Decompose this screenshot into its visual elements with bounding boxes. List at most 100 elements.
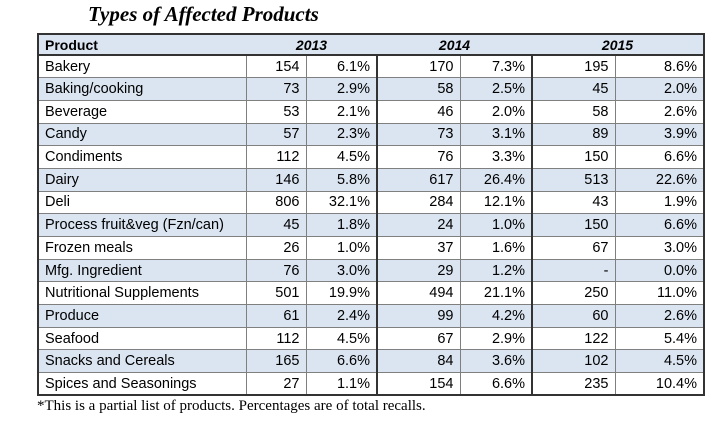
percent-2014-cell: 1.2% — [459, 258, 533, 283]
count-2013-cell: 146 — [245, 167, 307, 192]
header-year-2013: 2013 — [246, 33, 377, 56]
table-row: Dairy 146 5.8% 617 26.4% 513 22.6% — [37, 167, 705, 192]
count-2015-cell: 67 — [531, 236, 616, 260]
count-2015-cell: 60 — [531, 304, 616, 328]
percent-2013-cell: 5.8% — [305, 167, 378, 192]
count-2013-cell: 76 — [245, 258, 307, 283]
percent-2014-cell: 21.1% — [459, 281, 533, 306]
header-product: Product — [37, 33, 246, 56]
percent-2013-cell: 2.4% — [305, 304, 378, 328]
product-name-cell: Process fruit&veg (Fzn/can) — [37, 213, 247, 237]
percent-2015-cell: 0.0% — [614, 258, 705, 283]
table-row: Bakery 154 6.1% 170 7.3% 195 8.6% — [37, 54, 705, 79]
count-2013-cell: 501 — [245, 281, 307, 306]
percent-2014-cell: 12.1% — [459, 190, 533, 215]
count-2014-cell: 29 — [376, 258, 461, 283]
count-2014-cell: 24 — [376, 213, 461, 237]
percent-2014-cell: 4.2% — [459, 304, 533, 328]
count-2013-cell: 73 — [245, 77, 307, 101]
percent-2014-cell: 7.3% — [459, 54, 533, 79]
table-body: Bakery 154 6.1% 170 7.3% 195 8.6% Baking/cookin… — [37, 54, 705, 397]
percent-2015-cell: 1.9% — [614, 190, 705, 215]
percent-2014-cell: 6.6% — [459, 372, 533, 397]
count-2015-cell: 150 — [531, 213, 616, 237]
percent-2015-cell: 11.0% — [614, 281, 705, 306]
percent-2013-cell: 3.0% — [305, 258, 378, 283]
percent-2015-cell: 10.4% — [614, 372, 705, 397]
percent-2015-cell: 2.6% — [614, 99, 705, 124]
percent-2015-cell: 2.0% — [614, 77, 705, 101]
percent-2013-cell: 2.3% — [305, 122, 378, 147]
product-name-cell: Frozen meals — [37, 236, 247, 260]
count-2015-cell: - — [531, 258, 616, 283]
table-row: Snacks and Cereals 165 6.6% 84 3.6% 102 4.5% — [37, 349, 705, 374]
count-2013-cell: 53 — [245, 99, 307, 124]
percent-2013-cell: 2.1% — [305, 99, 378, 124]
percent-2015-cell: 3.0% — [614, 236, 705, 260]
percent-2014-cell: 1.6% — [459, 236, 533, 260]
percent-2013-cell: 1.1% — [305, 372, 378, 397]
percent-2014-cell: 2.0% — [459, 99, 533, 124]
count-2013-cell: 112 — [245, 145, 307, 169]
table-row: Mfg. Ingredient 76 3.0% 29 1.2% -0.0% — [37, 258, 705, 283]
count-2014-cell: 37 — [376, 236, 461, 260]
count-2014-cell: 170 — [376, 54, 461, 79]
count-2015-cell: 43 — [531, 190, 616, 215]
count-2014-cell: 67 — [376, 326, 461, 351]
count-2015-cell: 235 — [531, 372, 616, 397]
percent-2014-cell: 3.3% — [459, 145, 533, 169]
affected-products-table: Product 2013 2014 2015 Bakery 154 6.1% 170 7… — [37, 33, 705, 397]
percent-2014-cell: 2.5% — [459, 77, 533, 101]
percent-2013-cell: 4.5% — [305, 145, 378, 169]
product-name-cell: Seafood — [37, 326, 247, 351]
count-2013-cell: 27 — [245, 372, 307, 397]
percent-2013-cell: 19.9% — [305, 281, 378, 306]
table-row: Candy 57 2.3% 73 3.1% 89 3.9% — [37, 122, 705, 147]
product-name-cell: Produce — [37, 304, 247, 328]
count-2014-cell: 58 — [376, 77, 461, 101]
count-2014-cell: 284 — [376, 190, 461, 215]
percent-2014-cell: 1.0% — [459, 213, 533, 237]
percent-2015-cell: 8.6% — [614, 54, 705, 79]
percent-2013-cell: 6.1% — [305, 54, 378, 79]
count-2015-cell: 250 — [531, 281, 616, 306]
count-2013-cell: 806 — [245, 190, 307, 215]
percent-2015-cell: 6.6% — [614, 145, 705, 169]
product-name-cell: Snacks and Cereals — [37, 349, 247, 374]
count-2015-cell: 89 — [531, 122, 616, 147]
percent-2013-cell: 2.9% — [305, 77, 378, 101]
count-2015-cell: 122 — [531, 326, 616, 351]
table-row: Beverage 53 2.1% 46 2.0% 58 2.6% — [37, 99, 705, 124]
percent-2015-cell: 3.9% — [614, 122, 705, 147]
count-2015-cell: 102 — [531, 349, 616, 374]
count-2013-cell: 112 — [245, 326, 307, 351]
count-2015-cell: 150 — [531, 145, 616, 169]
percent-2013-cell: 4.5% — [305, 326, 378, 351]
count-2014-cell: 154 — [376, 372, 461, 397]
percent-2015-cell: 22.6% — [614, 167, 705, 192]
percent-2013-cell: 6.6% — [305, 349, 378, 374]
table-row: Deli 806 32.1% 284 12.1% 43 1.9% — [37, 190, 705, 215]
percent-2015-cell: 2.6% — [614, 304, 705, 328]
product-name-cell: Condiments — [37, 145, 247, 169]
product-name-cell: Beverage — [37, 99, 247, 124]
header-year-2015: 2015 — [532, 33, 705, 56]
count-2014-cell: 99 — [376, 304, 461, 328]
product-name-cell: Mfg. Ingredient — [37, 258, 247, 283]
percent-2014-cell: 3.1% — [459, 122, 533, 147]
table-row: Process fruit&veg (Fzn/can) 45 1.8% 24 1.0% 1… — [37, 213, 705, 237]
footnote: *This is a partial list of products. Per… — [37, 398, 426, 414]
percent-2014-cell: 2.9% — [459, 326, 533, 351]
product-name-cell: Baking/cooking — [37, 77, 247, 101]
table-row: Nutritional Supplements 501 19.9% 494 21.1% 2… — [37, 281, 705, 306]
count-2015-cell: 513 — [531, 167, 616, 192]
percent-2015-cell: 6.6% — [614, 213, 705, 237]
table-row: Spices and Seasonings 27 1.1% 154 6.6% 235 10.… — [37, 372, 705, 397]
count-2013-cell: 45 — [245, 213, 307, 237]
product-name-cell: Nutritional Supplements — [37, 281, 247, 306]
count-2014-cell: 494 — [376, 281, 461, 306]
count-2013-cell: 61 — [245, 304, 307, 328]
table-row: Condiments 112 4.5% 76 3.3% 150 6.6% — [37, 145, 705, 169]
table-row: Frozen meals 26 1.0% 37 1.6% 67 3.0% — [37, 236, 705, 260]
header-year-2014: 2014 — [377, 33, 532, 56]
